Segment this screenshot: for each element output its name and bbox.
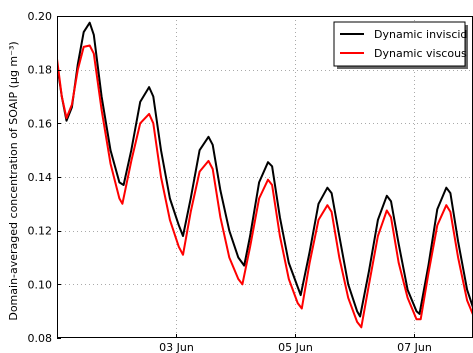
y-axis-label: Domain-averaged concentration of SOAIP (… — [7, 41, 20, 320]
y-tick-label: 0.16 — [28, 117, 53, 130]
grid — [57, 16, 473, 338]
series-line-dynamic-inviscid — [57, 21, 473, 318]
y-tick-label: 0.10 — [28, 278, 53, 291]
legend-label: Dynamic inviscid — [374, 28, 467, 41]
y-axis: 0.08 0.10 0.12 0.14 0.16 0.18 0.20 — [28, 10, 61, 345]
legend-box — [333, 21, 466, 67]
x-tick-label: 03 Jun — [159, 341, 194, 353]
x-tick-label: 07 Jun — [397, 341, 432, 353]
y-tick-label: 0.08 — [28, 332, 53, 345]
y-tick-label: 0.20 — [28, 10, 53, 23]
legend-label: Dynamic viscous — [374, 47, 467, 60]
series-lines — [57, 21, 473, 329]
x-tick-label: 05 Jun — [278, 341, 313, 353]
x-axis: 03 Jun 05 Jun 07 Jun — [159, 334, 432, 353]
series-line-dynamic-viscous — [57, 44, 473, 329]
y-tick-label: 0.18 — [28, 64, 53, 77]
legend: Dynamic inviscid Dynamic viscous — [333, 21, 468, 69]
y-tick-label: 0.12 — [28, 225, 53, 238]
y-tick-label: 0.14 — [28, 171, 53, 184]
